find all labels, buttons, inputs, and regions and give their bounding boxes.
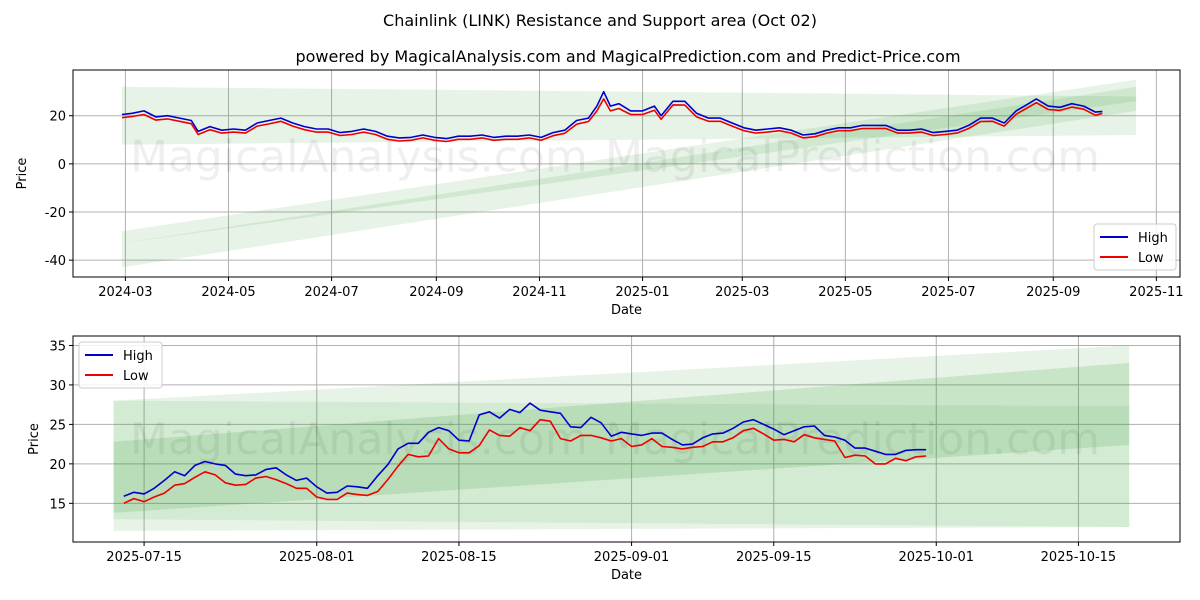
x-axis-label: Date [611,568,642,583]
x-tick-label: 2024-09 [409,285,463,300]
x-tick-label: 2024-05 [201,285,255,300]
support-resistance-band [122,86,1137,145]
x-tick-label: 2025-10-01 [898,550,974,565]
y-tick-label: -20 [45,206,66,221]
bottom-chart: 2025-07-15 2025-08-01 2025-08-15 2025-09-01… [27,335,1181,583]
x-tick-label: 2025-09 [1026,285,1080,300]
y-tick-label: 20 [49,458,66,473]
x-axis-label: Date [611,303,642,318]
legend-label-high: High [123,349,153,364]
watermark: MagicalAnalysis.com [130,414,588,465]
y-tick-label: -40 [45,254,66,269]
watermark: MagicalPrediction.com [605,414,1100,465]
y-axis-label: Price [15,158,30,190]
chart-title: Chainlink (LINK) Resistance and Support … [383,11,817,30]
watermark: MagicalPrediction.com [605,132,1100,183]
legend-label-high: High [1138,231,1168,246]
support-resistance-band [122,79,1137,244]
y-tick-label: 35 [49,339,66,354]
chart-subtitle: powered by MagicalAnalysis.com and Magic… [295,47,960,66]
legend: High Low [1093,223,1177,271]
x-tick-label: 2025-10-15 [1041,550,1117,565]
x-tick-label: 2025-05 [818,285,872,300]
x-tick-label: 2025-03 [715,285,769,300]
y-tick-label: 20 [49,110,66,125]
x-tick-label: 2024-07 [304,285,358,300]
plot-frame [72,335,1181,543]
y-tick-label: 0 [58,158,66,173]
legend-label-low: Low [1138,251,1164,266]
top-chart: 2024-03 2024-05 2024-07 2024-09 2024-11 2025-… [15,69,1184,318]
x-tick-label: 2025-07 [921,285,975,300]
high-line [121,90,1103,140]
y-tick-label: 25 [49,418,66,433]
x-tick-label: 2025-07-15 [106,550,182,565]
x-tick-label: 2025-11 [1129,285,1183,300]
legend-box [1093,223,1177,271]
x-tick-label: 2024-03 [98,285,152,300]
low-line [121,98,1103,143]
x-tick-label: 2025-09-01 [594,550,670,565]
legend: High Low [78,341,163,389]
plot-frame [72,69,1181,278]
support-resistance-band [122,86,1137,268]
y-tick-label: 15 [49,497,66,512]
x-tick-label: 2025-08-01 [279,550,355,565]
high-line [123,402,927,497]
x-tick-label: 2025-01 [615,285,669,300]
y-tick-label: 30 [49,379,66,394]
low-line [123,418,927,505]
y-axis-label: Price [27,423,42,455]
x-tick-label: 2024-11 [512,285,566,300]
x-tick-label: 2025-08-15 [421,550,497,565]
x-tick-label: 2025-09-15 [736,550,812,565]
legend-label-low: Low [123,369,149,384]
legend-box [78,341,163,389]
